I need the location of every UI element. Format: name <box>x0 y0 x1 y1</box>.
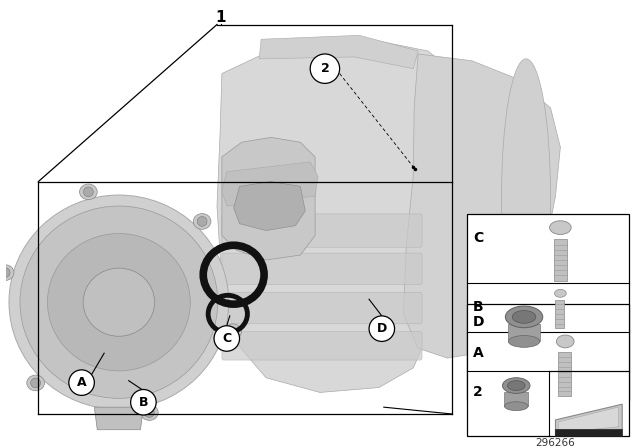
Ellipse shape <box>224 324 241 340</box>
Ellipse shape <box>502 378 530 393</box>
FancyBboxPatch shape <box>222 214 422 247</box>
FancyBboxPatch shape <box>222 293 422 324</box>
Ellipse shape <box>83 268 155 336</box>
Text: A: A <box>473 346 484 360</box>
Ellipse shape <box>9 195 228 409</box>
Ellipse shape <box>508 381 525 391</box>
Bar <box>504 392 528 406</box>
Polygon shape <box>403 54 561 358</box>
Circle shape <box>197 216 207 226</box>
FancyBboxPatch shape <box>222 253 422 284</box>
Circle shape <box>310 54 340 83</box>
Polygon shape <box>217 37 465 392</box>
Circle shape <box>83 187 93 197</box>
Text: C: C <box>473 232 483 246</box>
Text: B: B <box>139 396 148 409</box>
Polygon shape <box>259 35 418 69</box>
Circle shape <box>145 408 154 418</box>
Polygon shape <box>94 407 143 430</box>
Polygon shape <box>222 162 318 206</box>
Ellipse shape <box>20 206 218 398</box>
Circle shape <box>0 268 10 277</box>
Ellipse shape <box>141 405 158 420</box>
Ellipse shape <box>504 402 528 411</box>
Text: D: D <box>377 322 387 335</box>
Bar <box>467 214 629 401</box>
Bar <box>467 304 629 435</box>
Polygon shape <box>556 404 622 435</box>
Circle shape <box>369 316 395 341</box>
Ellipse shape <box>508 336 540 347</box>
Ellipse shape <box>0 265 14 280</box>
Ellipse shape <box>27 375 44 391</box>
Ellipse shape <box>506 306 543 327</box>
Text: A: A <box>77 376 86 389</box>
Ellipse shape <box>550 221 571 234</box>
Bar <box>508 324 540 341</box>
Ellipse shape <box>79 184 97 200</box>
Text: 2: 2 <box>473 385 483 400</box>
Ellipse shape <box>512 310 536 323</box>
Text: 1: 1 <box>216 10 226 25</box>
FancyBboxPatch shape <box>222 332 422 360</box>
Polygon shape <box>222 138 315 260</box>
Ellipse shape <box>556 335 574 348</box>
Ellipse shape <box>47 233 190 371</box>
Text: C: C <box>222 332 231 345</box>
Circle shape <box>214 326 239 351</box>
Ellipse shape <box>554 289 566 297</box>
Text: D: D <box>473 315 484 329</box>
Bar <box>554 239 567 280</box>
Circle shape <box>31 378 40 388</box>
Polygon shape <box>234 181 305 231</box>
Polygon shape <box>556 429 622 435</box>
Circle shape <box>228 327 237 336</box>
Circle shape <box>69 370 94 396</box>
Bar <box>556 300 564 327</box>
Ellipse shape <box>502 59 550 334</box>
Circle shape <box>131 389 156 415</box>
Text: 2: 2 <box>321 62 330 75</box>
Ellipse shape <box>193 214 211 229</box>
Text: B: B <box>473 300 484 314</box>
Bar <box>559 352 571 396</box>
Text: 296266: 296266 <box>536 438 575 448</box>
Polygon shape <box>559 407 618 433</box>
